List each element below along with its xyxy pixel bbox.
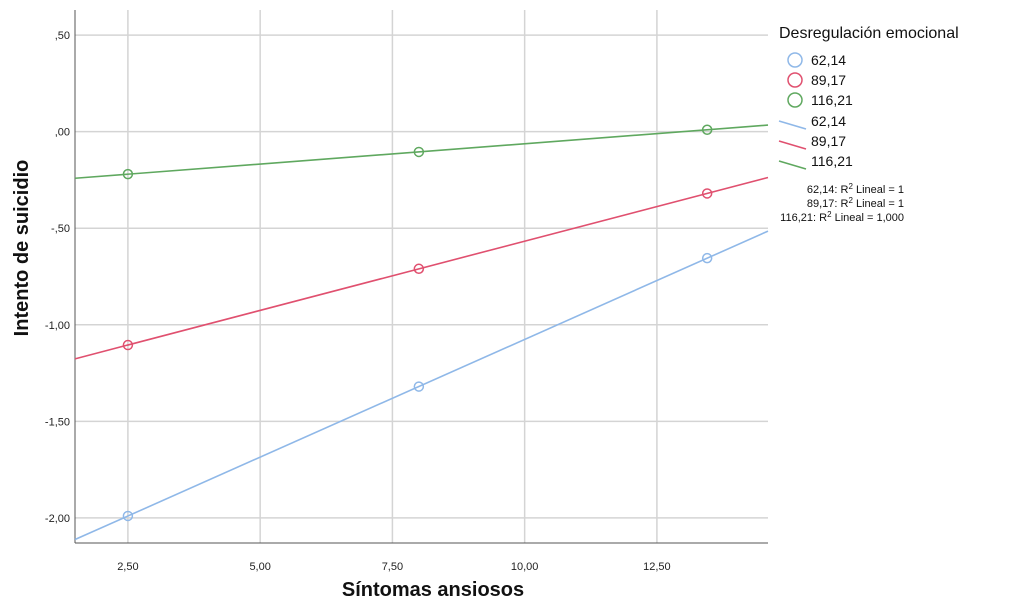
legend-marker-label: 62,14 [811, 52, 846, 68]
legend: Desregulación emocional 62,14 89,17 116,21… [778, 25, 959, 224]
legend-line-label: 62,14 [811, 113, 846, 129]
legend-marker-icon [787, 52, 803, 68]
legend-marker-label: 89,17 [811, 72, 846, 88]
legend-line-icon [778, 120, 807, 130]
plot-frame [74, 10, 768, 544]
y-tick-label: -,50 [51, 223, 70, 235]
x-tick-labels: 2,50 5,00 7,50 10,00 12,50 [117, 561, 670, 573]
data-point-89,17 [413, 263, 425, 275]
data-point-62,14 [701, 252, 713, 264]
legend-line-icon [778, 140, 807, 150]
y-tick-label: -2,00 [45, 513, 70, 525]
y-tick-label: -1,00 [45, 320, 70, 332]
y-tick-label: -1,50 [45, 416, 70, 428]
x-axis-title: Síntomas ansiosos [342, 579, 524, 601]
y-tick-label: ,50 [55, 30, 70, 42]
gridlines [75, 10, 768, 543]
fit-lines [74, 124, 769, 541]
y-tick-labels: ,50 ,00 -,50 -1,00 -1,50 -2,00 [45, 30, 70, 525]
x-tick-label: 12,50 [643, 561, 671, 573]
legend-line-label: 89,17 [811, 133, 846, 149]
data-point-89,17 [701, 188, 713, 199]
data-point-89,17 [122, 339, 134, 351]
legend-marker-label: 116,21 [811, 92, 853, 108]
legend-title: Desregulación emocional [779, 25, 959, 42]
data-point-116,21 [122, 168, 134, 180]
x-tick-label: 7,50 [382, 561, 403, 573]
fit-label: 116,21: R2 Lineal = 1,000 [780, 210, 904, 224]
data-point-62,14 [413, 381, 425, 392]
legend-marker-icon [787, 72, 803, 88]
legend-line-icon [778, 160, 807, 170]
x-tick-label: 10,00 [511, 561, 539, 573]
y-tick-label: ,00 [55, 127, 70, 139]
y-axis-title: Intento de suicidio [11, 160, 33, 337]
fit-line-89,17 [74, 176, 769, 360]
fit-line-62,14 [74, 230, 769, 541]
legend-lines: 62,14 89,17 116,21 [778, 113, 853, 170]
x-tick-label: 5,00 [249, 561, 270, 573]
fit-labels: 62,14: R2 Lineal = 189,17: R2 Lineal = 1… [780, 182, 904, 224]
data-point-62,14 [122, 510, 134, 522]
legend-markers: 62,14 89,17 116,21 [787, 52, 853, 108]
data-point-116,21 [701, 124, 713, 135]
fit-label: 89,17: R2 Lineal = 1 [807, 196, 904, 210]
legend-line-label: 116,21 [811, 153, 853, 169]
data-point-116,21 [413, 146, 425, 158]
fit-label: 62,14: R2 Lineal = 1 [807, 182, 904, 196]
legend-marker-icon [787, 92, 803, 108]
data-points [122, 124, 713, 522]
fit-line-116,21 [74, 124, 769, 180]
x-tick-label: 2,50 [117, 561, 138, 573]
